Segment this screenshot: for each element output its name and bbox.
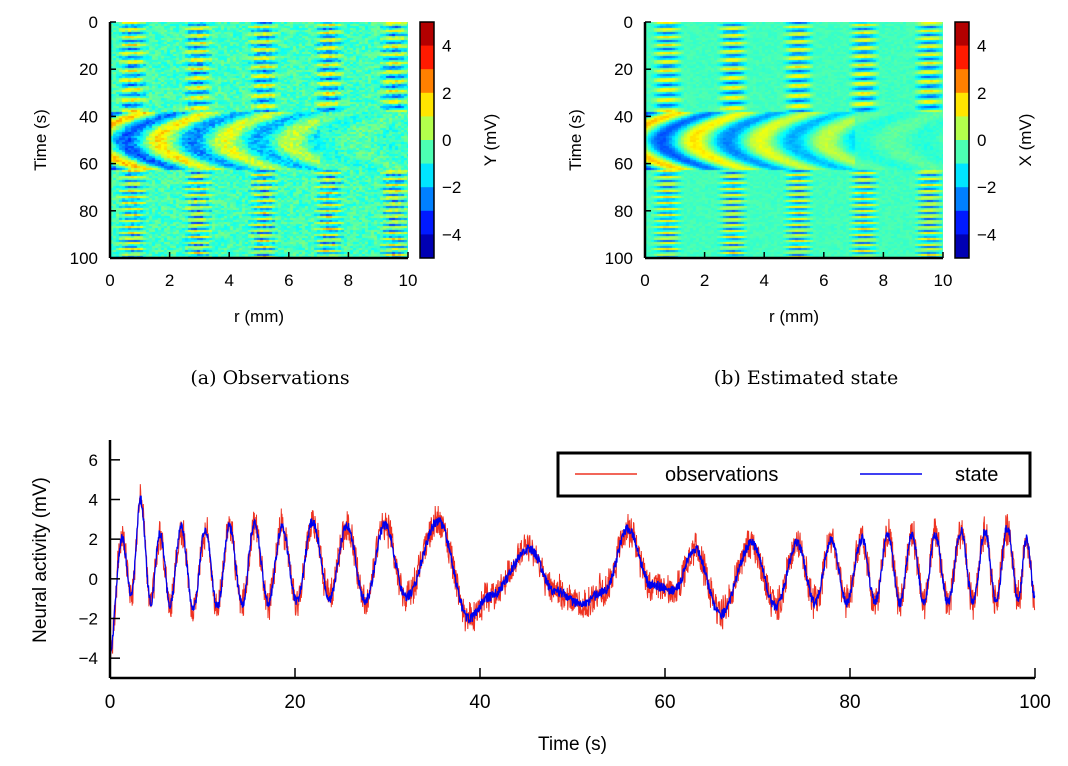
colorbar-band: [420, 45, 434, 70]
colorbar-band: [955, 69, 969, 94]
colorbar-band: [420, 116, 434, 141]
y-tick-label: 80: [79, 202, 98, 221]
colorbar-tick-label: −4: [442, 225, 461, 244]
x-tick-label: 6: [284, 271, 293, 290]
y-tick-label: 100: [605, 249, 633, 268]
colorbar-band: [420, 69, 434, 94]
x-tick-label: 10: [934, 271, 953, 290]
series-observations: [109, 484, 1036, 666]
y-tick-label: 6: [89, 451, 98, 470]
colorbar-tick-label: 0: [977, 131, 986, 150]
caption-b: (b) Estimated state: [713, 367, 899, 389]
y-tick-label: −4: [79, 649, 98, 668]
x-tick-label: 60: [654, 692, 675, 713]
colorbar-tick-label: 4: [977, 37, 986, 56]
y-tick-label: 20: [79, 60, 98, 79]
x-tick-label: 20: [284, 692, 305, 713]
y-axis-label: Neural activity (mV): [30, 477, 51, 643]
y-tick-label: 2: [89, 530, 98, 549]
colorbar-label: Y (mV): [481, 114, 500, 167]
x-axis-label: Time (s): [538, 734, 607, 755]
colorbar-band: [420, 210, 434, 235]
colorbar-band: [955, 163, 969, 188]
colorbar-band: [420, 92, 434, 117]
colorbar-band: [420, 140, 434, 165]
colorbar: [419, 21, 435, 259]
series-state: [109, 495, 1036, 654]
colorbar-band: [955, 92, 969, 117]
legend-label-observations: observations: [665, 464, 778, 486]
colorbar-label: X (mV): [1016, 114, 1035, 167]
y-tick-label: 20: [614, 60, 633, 79]
y-tick-label: 40: [79, 107, 98, 126]
colorbar-tick-label: 2: [977, 84, 986, 103]
y-tick-label: 0: [624, 13, 633, 32]
x-tick-label: 8: [879, 271, 888, 290]
colorbar-band: [420, 234, 434, 259]
y-tick-label: 0: [89, 13, 98, 32]
y-tick-label: 4: [89, 491, 98, 510]
y-tick-label: 0: [89, 570, 98, 589]
colorbar-band: [955, 116, 969, 141]
colorbar-tick-label: 0: [442, 131, 451, 150]
legend-label-state: state: [955, 464, 998, 486]
heatmap-image: [645, 22, 943, 258]
y-tick-label: 60: [614, 155, 633, 174]
x-tick-label: 0: [640, 271, 649, 290]
colorbar-band: [955, 45, 969, 70]
x-tick-label: 40: [469, 692, 490, 713]
x-tick-label: 0: [105, 271, 114, 290]
x-axis-label: r (mm): [234, 307, 284, 326]
x-tick-label: 4: [224, 271, 233, 290]
heatmap-image: [110, 22, 408, 258]
caption-a: (a) Observations: [190, 367, 350, 389]
y-tick-label: 40: [614, 107, 633, 126]
colorbar-band: [955, 210, 969, 235]
y-tick-label: 100: [70, 249, 98, 268]
x-tick-label: 2: [165, 271, 174, 290]
y-tick-label: 80: [614, 202, 633, 221]
x-tick-label: 6: [819, 271, 828, 290]
colorbar-tick-label: −2: [442, 178, 461, 197]
x-tick-label: 100: [1019, 692, 1051, 713]
colorbar-band: [955, 140, 969, 165]
y-axis-label: Time (s): [31, 109, 50, 171]
y-tick-label: −2: [79, 610, 98, 629]
colorbar-band: [420, 187, 434, 212]
colorbar-tick-label: 4: [442, 37, 451, 56]
x-tick-label: 80: [839, 692, 860, 713]
x-tick-label: 0: [105, 692, 116, 713]
legend: observations state: [556, 451, 1032, 498]
x-axis-label: r (mm): [769, 307, 819, 326]
x-tick-label: 10: [399, 271, 418, 290]
colorbar-band: [420, 22, 434, 47]
colorbar-tick-label: −2: [977, 178, 996, 197]
colorbar-tick-label: −4: [977, 225, 996, 244]
colorbar-band: [420, 163, 434, 188]
colorbar: [954, 21, 970, 259]
y-tick-label: 60: [79, 155, 98, 174]
colorbar-band: [955, 234, 969, 259]
y-axis-label: Time (s): [566, 109, 585, 171]
x-tick-label: 2: [700, 271, 709, 290]
colorbar-band: [955, 187, 969, 212]
x-tick-label: 4: [759, 271, 768, 290]
colorbar-band: [955, 22, 969, 47]
x-tick-label: 8: [344, 271, 353, 290]
colorbar-tick-label: 2: [442, 84, 451, 103]
